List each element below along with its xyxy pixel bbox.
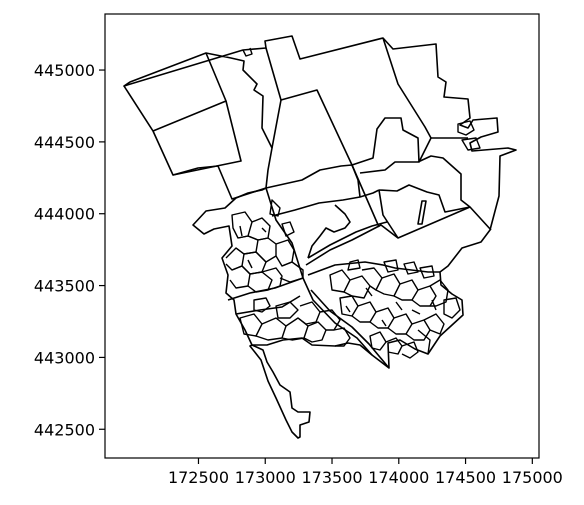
district-lake-edge [307,204,351,259]
district-belt-1 [271,189,380,217]
west-neighbourhoods [225,199,304,293]
district-east [359,155,492,231]
district-west-band-2 [235,295,301,315]
district-belt-3 [307,221,388,259]
y-axis: 442500 443000 443500 444000 444500 445000 [34,61,105,439]
district-divider-1 [265,47,282,149]
y-tick-label: 443500 [34,277,95,296]
x-axis: 172500 173000 173500 174000 174500 175000 [168,458,563,487]
y-tick-label: 445000 [34,61,95,80]
y-tick-label: 444500 [34,133,95,152]
y-tick-label: 442500 [34,420,95,439]
district-nw [123,52,227,132]
district-divider-2 [280,89,380,228]
y-tick-label: 444000 [34,205,95,224]
district-polygons [123,35,517,439]
district-vertical-3 [351,164,361,198]
district-center-top [351,117,468,166]
x-tick-label: 175000 [502,468,563,487]
x-tick-label: 173000 [235,468,296,487]
district-east-strip [417,200,427,225]
x-tick-label: 174500 [435,468,496,487]
x-tick-label: 172500 [168,468,229,487]
northeast-piece-1 [457,120,475,136]
district-divider-3 [382,37,432,139]
district-center-mid [265,164,353,189]
outer-boundary [123,35,517,369]
district-belt-4 [307,261,440,276]
northeast-piece-2 [461,137,481,151]
x-tick-label: 173500 [301,468,362,487]
southwest-neighbourhoods [239,297,351,347]
district-belt-2 [305,206,471,266]
district-w [152,100,242,176]
district-diagonal [302,277,373,356]
x-tick-label: 174000 [368,468,429,487]
north-notch [242,47,253,57]
southern-tail [249,344,311,439]
district-east-inner [378,184,471,213]
district-vertical-2 [378,189,399,239]
district-w2 [172,165,267,200]
district-diagonal-2 [310,289,390,369]
y-tick-label: 443000 [34,348,95,367]
plot-frame [104,13,540,459]
southeast-neighbourhoods [329,259,461,359]
